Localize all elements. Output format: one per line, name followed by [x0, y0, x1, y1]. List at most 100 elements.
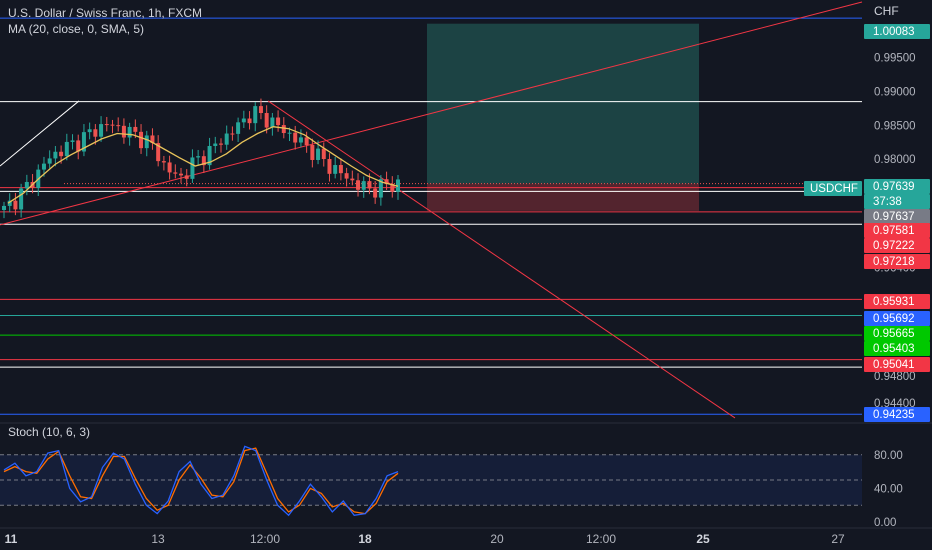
time-tick: 13: [151, 532, 165, 546]
time-tick: 12:00: [586, 532, 616, 546]
stoch-tick: 0.00: [874, 517, 896, 529]
candle-body: [264, 113, 269, 128]
candle-body: [24, 181, 29, 189]
candle-body: [13, 200, 18, 210]
price-tick: 0.98000: [874, 154, 916, 166]
candle-body: [247, 118, 252, 124]
candle-body: [316, 148, 321, 160]
candle-body: [70, 140, 75, 142]
channel-line: [0, 100, 80, 167]
candle-body: [384, 179, 389, 184]
candle-body: [396, 179, 400, 192]
time-tick: 11: [5, 532, 18, 546]
candle-body: [270, 117, 275, 128]
candle-body: [76, 140, 81, 152]
price-badge-label: 0.95403: [873, 343, 915, 355]
candle-body: [196, 156, 201, 158]
symbol-badge: [804, 181, 862, 196]
candle-body: [184, 175, 189, 179]
price-badge: [864, 311, 930, 326]
price-badge-label: 0.95931: [873, 296, 915, 308]
candle-body: [230, 133, 235, 135]
candle-body: [310, 145, 315, 160]
price-badge-label: 0.97222: [873, 240, 915, 252]
ascending-trendline: [0, 1, 863, 226]
candle-body: [361, 181, 366, 190]
candle-body: [253, 106, 258, 124]
candle-body: [99, 124, 104, 137]
candle-body: [287, 132, 292, 134]
candle-body: [59, 151, 64, 157]
ma-legend: MA (20, close, 0, SMA, 5): [8, 22, 145, 36]
price-badge-label: 0.97637: [873, 211, 915, 223]
candle-body: [161, 161, 166, 163]
price-badge: [864, 24, 930, 39]
candle-body: [344, 173, 349, 179]
candle-body: [190, 157, 195, 179]
candle-body: [139, 131, 144, 149]
stoch-tick: 40.00: [874, 483, 903, 495]
candle-body: [373, 188, 378, 198]
price-badge: [864, 294, 930, 309]
stoch-legend: Stoch (10, 6, 3): [8, 425, 91, 439]
time-tick: 25: [696, 532, 710, 546]
candle-body: [367, 181, 372, 189]
candle-body: [218, 143, 223, 145]
candle-body: [19, 188, 24, 210]
candle-body: [127, 126, 132, 138]
candle-body: [173, 172, 178, 174]
candle-body: [64, 141, 69, 157]
price-tick: 0.94800: [874, 371, 916, 383]
candle-body: [321, 148, 326, 160]
time-tick: 20: [490, 532, 504, 546]
price-tick: 0.99500: [874, 53, 916, 65]
candle-body: [93, 129, 98, 137]
candle-body: [241, 118, 246, 123]
ma-line: [7, 126, 399, 204]
candle-body: [110, 124, 115, 126]
symbol-badge-label: USDCHF: [810, 183, 858, 195]
price-tick: 0.99000: [874, 86, 916, 98]
price-badge: [864, 254, 930, 269]
price-badge: [864, 179, 930, 194]
candle-body: [298, 137, 303, 143]
candle-body: [356, 180, 361, 190]
currency-label: CHF: [874, 4, 899, 18]
candle-body: [167, 162, 172, 173]
stoch-tick: 80.00: [874, 450, 903, 462]
target-zone: [427, 23, 699, 184]
candle-body: [47, 158, 52, 164]
time-tick: 12:00: [250, 532, 280, 546]
candle-body: [258, 106, 263, 114]
price-badge-label: 0.94235: [873, 409, 915, 421]
candle-body: [281, 125, 286, 134]
candle-body: [81, 132, 86, 152]
candle-body: [201, 156, 206, 166]
candle-body: [150, 135, 155, 144]
price-badge-label: 0.97581: [873, 225, 915, 237]
price-badge: [864, 238, 930, 253]
price-badge: [864, 326, 930, 341]
candle-body: [7, 200, 12, 206]
price-badge: [864, 341, 930, 356]
candle-body: [53, 151, 58, 159]
price-badge: [864, 357, 930, 372]
candle-body: [213, 143, 218, 147]
candle-body: [224, 133, 229, 145]
stoch-k-line: [3, 445, 399, 517]
time-tick: 18: [358, 532, 372, 546]
candle-body: [133, 126, 138, 132]
chart-title: U.S. Dollar / Swiss Franc, 1h, FXCM: [8, 6, 203, 20]
candle-body: [390, 183, 395, 192]
candle-body: [333, 165, 338, 174]
stop-zone: [427, 183, 699, 211]
price-badge: [864, 407, 930, 422]
candle-body: [236, 122, 241, 134]
candle-body: [41, 163, 46, 170]
candle-body: [207, 146, 212, 166]
price-badge-label: 37:38: [873, 196, 902, 208]
price-badge: [864, 209, 930, 224]
price-badge-label: 0.97639: [873, 181, 915, 193]
